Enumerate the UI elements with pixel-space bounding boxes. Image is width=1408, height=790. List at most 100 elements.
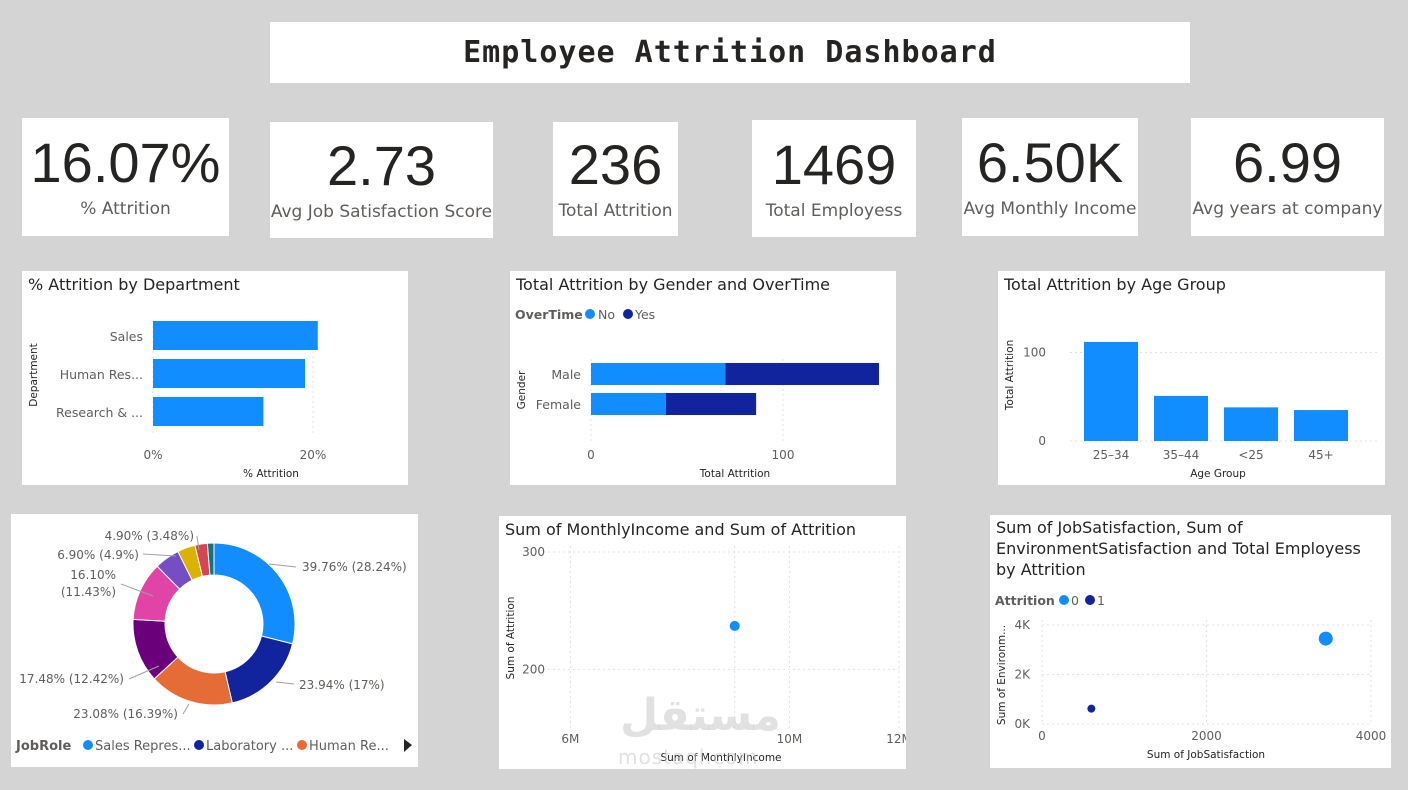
x-tick-label: 10M <box>777 732 803 746</box>
y-axis-title: Sum of Attrition <box>505 597 517 680</box>
y-axis-title: Gender <box>516 370 528 409</box>
slice-label: 16.10% <box>70 568 116 582</box>
jobsat-chart-title: Sum of JobSatisfaction, Sum of Environme… <box>996 517 1361 580</box>
x-tick-label: 2000 <box>1191 729 1222 743</box>
x-category-label: 25–34 <box>1093 448 1130 462</box>
kpi-label: Avg years at company <box>1192 199 1383 219</box>
x-tick-label: 0 <box>1038 729 1046 743</box>
legend-title: Attrition <box>995 593 1055 608</box>
jobrole-chart[interactable]: 39.76% (28.24%) 23.94% (17%) 23.08% (16.39… <box>11 514 418 767</box>
y-axis-title: Total Attrition <box>1004 340 1016 411</box>
kpi-card-attrition-pct[interactable]: 16.07% % Attrition <box>22 118 229 236</box>
age-chart[interactable]: 0 100 25–34 35–44 <25 45+ Age Group Total Attri… <box>998 271 1385 485</box>
kpi-card-total-attrition[interactable]: 236 Total Attrition <box>553 122 678 236</box>
x-category-label: <25 <box>1238 448 1263 462</box>
income-chart-title: Sum of MonthlyIncome and Sum of Attritio… <box>505 520 857 539</box>
x-axis-title: Sum of MonthlyIncome <box>660 752 781 764</box>
bar <box>1084 341 1138 441</box>
leader-line <box>275 681 295 685</box>
leader-line <box>196 535 200 551</box>
x-tick-label: 20% <box>300 448 327 462</box>
leader-line <box>128 665 160 680</box>
jobsat-title-line: by Attrition <box>996 560 1086 579</box>
legend-marker <box>1059 595 1069 605</box>
legend-marker <box>623 309 633 319</box>
income-chart[interactable]: 200 300 6M 10M 12M Sum of MonthlyIncome Sum of… <box>499 516 912 769</box>
x-tick-label: 100 <box>772 448 795 462</box>
dashboard-title-panel: Employee Attrition Dashboard <box>270 22 1190 83</box>
legend-label: Laboratory ... <box>206 739 293 754</box>
x-tick-label: 0% <box>143 448 162 462</box>
kpi-card-monthly-income[interactable]: 6.50K Avg Monthly Income <box>962 118 1138 236</box>
kpi-label: Avg Monthly Income <box>963 199 1137 219</box>
kpi-value: 16.07% <box>30 131 221 194</box>
scatter-point <box>729 620 740 631</box>
kpi-value: 6.99 <box>1233 131 1342 194</box>
slice-label: 39.76% (28.24%) <box>302 560 407 574</box>
y-axis-title: Department <box>28 343 40 407</box>
leader-line <box>268 563 297 568</box>
x-axis-title: Total Attrition <box>699 468 770 480</box>
dept-chart[interactable]: 0% 20% Sales Human Res... Research & ...% At… <box>22 271 408 485</box>
y-category-label: Research & ... <box>56 405 143 420</box>
leader-line <box>182 703 190 715</box>
x-tick-label: 4000 <box>1356 729 1387 743</box>
slice-label: 4.90% (3.48%) <box>105 529 194 543</box>
kpi-value: 1469 <box>771 132 897 196</box>
bar-segment <box>665 393 757 415</box>
jobsat-chart-panel[interactable]: Sum of JobSatisfaction, Sum of Environme… <box>990 515 1391 768</box>
kpi-card-years-at-company[interactable]: 6.99 Avg years at company <box>1191 118 1384 236</box>
x-tick-label: 12M <box>886 732 906 746</box>
gender-chart-title: Total Attrition by Gender and OverTime <box>516 275 831 294</box>
y-category-label: Female <box>536 397 582 412</box>
x-category-label: 35–44 <box>1163 448 1200 462</box>
age-chart-panel[interactable]: Total Attrition by Age Group 0 100 25–34 35… <box>998 271 1385 485</box>
x-category-label: 45+ <box>1308 448 1333 462</box>
kpi-label: Avg Job Satisfaction Score <box>270 202 493 222</box>
kpi-card-total-employees[interactable]: 1469 Total Employess <box>752 120 916 237</box>
bar-segment <box>591 363 726 385</box>
y-tick-label: 2K <box>1014 668 1031 682</box>
x-axis-title: Sum of JobSatisfaction <box>1147 749 1265 761</box>
income-chart-panel[interactable]: Sum of MonthlyIncome and Sum of Attritio… <box>499 516 912 769</box>
kpi-label: Total Employess <box>765 200 903 221</box>
slice-label: 23.08% (16.39%) <box>73 707 178 721</box>
bar <box>1294 410 1348 441</box>
y-tick-label: 0K <box>1014 717 1031 731</box>
leader-line <box>142 553 177 557</box>
legend-label: Yes <box>634 307 655 322</box>
legend-next-icon[interactable] <box>404 739 412 752</box>
y-category-label: Sales <box>110 329 143 344</box>
gender-chart-panel[interactable]: Total Attrition by Gender and OverTime O… <box>510 271 896 485</box>
jobsat-title-line: EnvironmentSatisfaction and Total Employ… <box>996 539 1361 558</box>
legend-label: No <box>598 307 615 322</box>
jobsat-chart[interactable]: Attrition 0 1 0K 2K 4K 0 2000 4000 Sum of JobSati… <box>990 515 1391 768</box>
bar <box>153 321 318 350</box>
x-tick-label: 6M <box>561 732 579 746</box>
y-category-label: Human Res... <box>60 367 143 382</box>
bar <box>1224 407 1278 441</box>
legend-label: 0 <box>1071 593 1079 608</box>
legend-title: JobRole <box>15 739 71 754</box>
donut-slice <box>224 635 294 704</box>
kpi-label: % Attrition <box>80 199 171 219</box>
kpi-card-job-satisfaction[interactable]: 2.73 Avg Job Satisfaction Score <box>270 122 493 238</box>
kpi-value: 6.50K <box>976 131 1124 194</box>
legend-marker <box>585 309 595 319</box>
slice-label: 17.48% (12.42%) <box>19 672 124 686</box>
x-axis-title: Age Group <box>1190 468 1246 480</box>
legend-label: Human Re... <box>309 739 389 754</box>
jobsat-title-line: Sum of JobSatisfaction, Sum of <box>996 518 1243 537</box>
watermark-text: mostaql.com <box>618 745 759 769</box>
kpi-value: 236 <box>568 133 663 196</box>
scatter-point <box>1318 631 1333 646</box>
watermark-logo: مستقل <box>620 690 781 741</box>
x-tick-label: 0 <box>587 448 595 462</box>
legend-label: Sales Repres... <box>95 739 191 754</box>
jobrole-chart-panel[interactable]: 39.76% (28.24%) 23.94% (17%) 23.08% (16.39… <box>11 514 418 767</box>
bar <box>153 397 264 426</box>
kpi-label: Total Attrition <box>558 201 673 221</box>
legend-marker <box>1085 595 1095 605</box>
dept-chart-panel[interactable]: % Attrition by Department 0% 20% Sales Huma… <box>22 271 408 485</box>
